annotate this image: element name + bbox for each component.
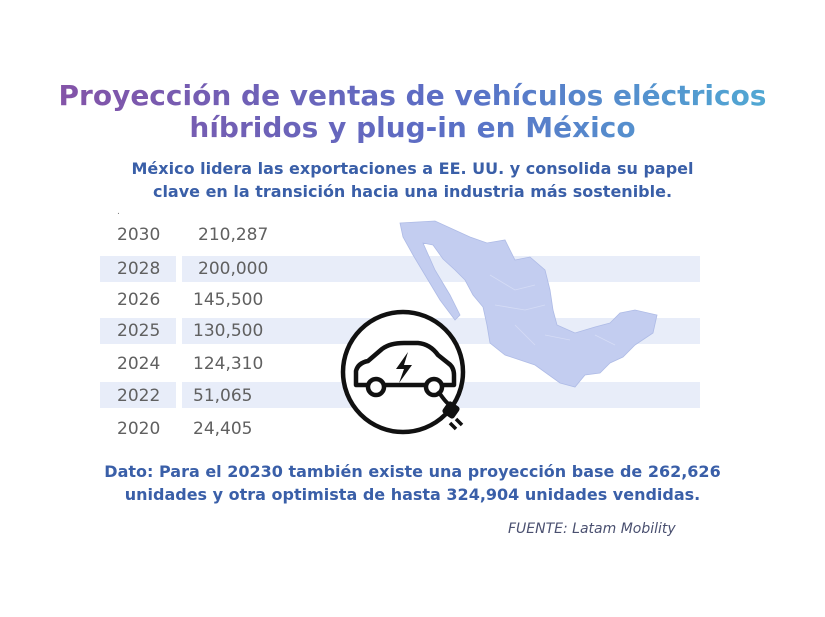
chart-subtitle: México lidera las exportaciones a EE. UU… [0, 157, 825, 203]
title-line-2: híbridos y plug-in en México [189, 111, 636, 144]
value-label: 210,287 [198, 225, 269, 245]
row-stripe [100, 256, 700, 282]
note-line-2: unidades y otra optimista de hasta 324,9… [124, 485, 701, 504]
source-label: FUENTE: Latam Mobility [508, 521, 676, 537]
year-label: 2030 [117, 225, 161, 245]
title-line-1: Proyección de ventas de vehículos eléctr… [58, 79, 767, 112]
chart-note: Dato: Para el 20230 también existe una p… [0, 460, 825, 506]
note-line-1: Dato: Para el 20230 también existe una p… [104, 462, 721, 481]
mexico-map-icon [399, 220, 658, 388]
value-label: 145,500 [193, 290, 264, 310]
value-label: 200,000 [198, 259, 269, 279]
year-label: 2028 [117, 259, 161, 279]
year-label: 2024 [117, 354, 161, 374]
subtitle-line-2: clave en la transición hacia una industr… [152, 182, 673, 201]
year-label: 2020 [117, 419, 161, 439]
subtitle-line-1: México lidera las exportaciones a EE. UU… [131, 159, 694, 178]
value-label: 130,500 [193, 321, 264, 341]
year-label: 2025 [117, 321, 161, 341]
chart-title: Proyección de ventas de vehículos eléctr… [0, 80, 825, 144]
value-label: 124,310 [193, 354, 264, 374]
decorative-dot: . [117, 207, 120, 217]
year-label: 2022 [117, 386, 161, 406]
electric-car-plug-icon [340, 309, 466, 435]
year-label: 2026 [117, 290, 161, 310]
value-label: 51,065 [193, 386, 253, 406]
value-label: 24,405 [193, 419, 253, 439]
